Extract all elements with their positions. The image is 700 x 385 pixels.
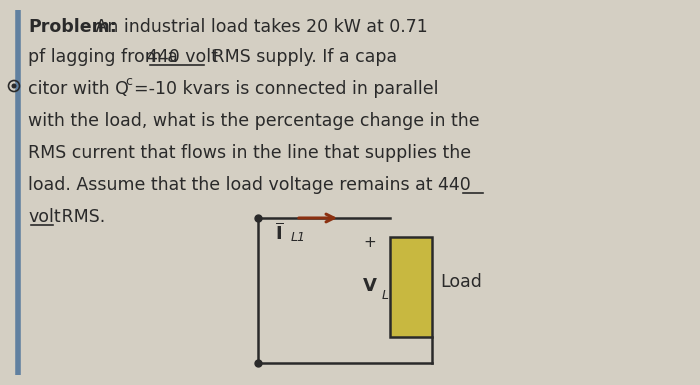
Text: =-10 kvars is connected in parallel: =-10 kvars is connected in parallel xyxy=(134,80,438,98)
Text: Load: Load xyxy=(440,273,482,291)
Text: with the load, what is the percentage change in the: with the load, what is the percentage ch… xyxy=(28,112,480,130)
Text: volt: volt xyxy=(28,208,61,226)
Bar xyxy=(390,237,432,337)
Text: c: c xyxy=(125,75,132,88)
Text: citor with Q: citor with Q xyxy=(28,80,129,98)
Text: An industrial load takes 20 kW at 0.71: An industrial load takes 20 kW at 0.71 xyxy=(90,18,428,36)
Text: L1: L1 xyxy=(291,231,306,244)
Text: Problem:: Problem: xyxy=(28,18,117,36)
Text: pf lagging from a: pf lagging from a xyxy=(28,48,183,66)
Text: +: + xyxy=(363,235,376,250)
Text: load. Assume that the load voltage remains at 440: load. Assume that the load voltage remai… xyxy=(28,176,470,194)
Text: 440 volt: 440 volt xyxy=(147,48,218,66)
Text: $\mathbf{\overline{I}}$: $\mathbf{\overline{I}}$ xyxy=(275,223,284,244)
Text: RMS current that flows in the line that supplies the: RMS current that flows in the line that … xyxy=(28,144,471,162)
Text: RMS.: RMS. xyxy=(56,208,105,226)
Text: $\mathbf{V}$: $\mathbf{V}$ xyxy=(362,277,378,295)
Circle shape xyxy=(12,84,16,88)
Text: RMS supply. If a capa: RMS supply. If a capa xyxy=(207,48,397,66)
Text: L: L xyxy=(382,289,389,302)
